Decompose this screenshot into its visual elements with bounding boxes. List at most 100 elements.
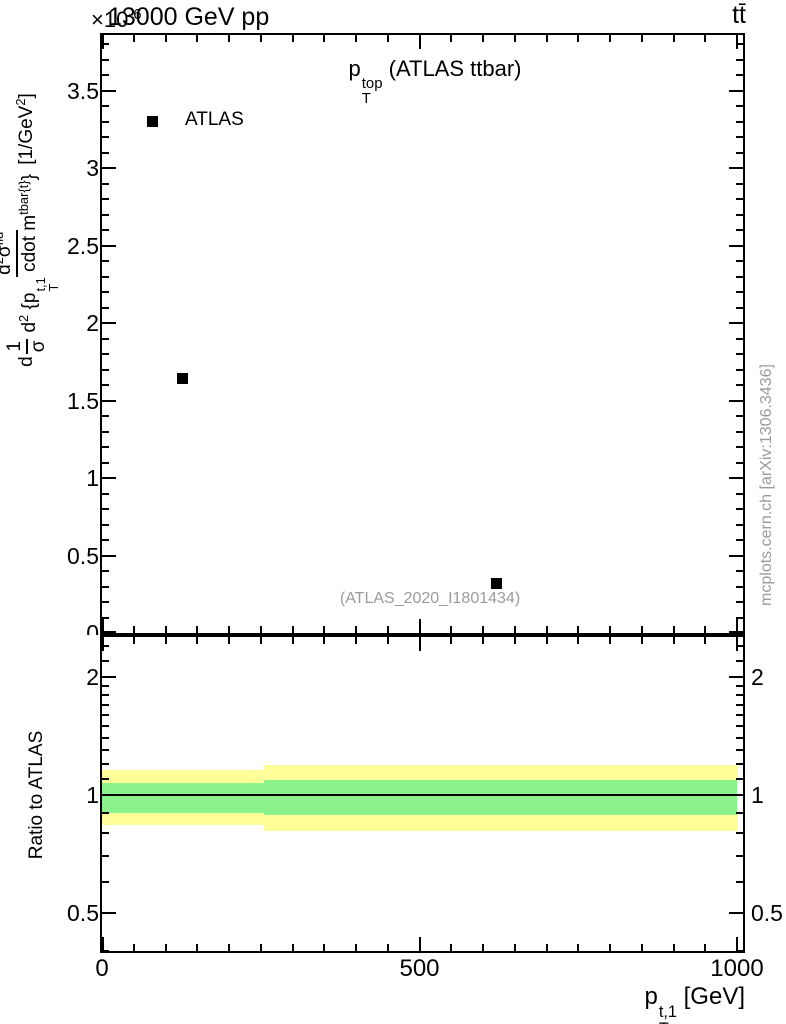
y-minor-tick: [736, 570, 743, 572]
ratio-minor-tick: [102, 777, 109, 780]
f2den-m-sup: tbar{t}: [15, 180, 31, 215]
x-minor-tick: [513, 944, 516, 951]
y-minor-tick: [102, 368, 109, 371]
x-minor-tick: [291, 944, 294, 951]
x-tick-label: 500: [399, 955, 440, 982]
ratio-ylabel-text: Ratio to ATLAS: [26, 730, 47, 860]
x-minor-tick: [609, 637, 611, 644]
y-major-tick: [729, 399, 743, 402]
x-minor-tick: [323, 637, 326, 644]
xlabel-sub: T: [659, 1020, 669, 1024]
x-tick-label: 1000: [710, 955, 764, 982]
y-tick-label: 3.5: [67, 77, 99, 104]
ratio-minor-tick: [102, 762, 109, 765]
x-minor-tick: [386, 35, 389, 42]
ratio-minor-tick: [736, 762, 743, 765]
y-tick-label: 0.5: [67, 542, 99, 569]
ylabel-frac1-den: σ: [28, 340, 49, 353]
x-major-tick: [736, 35, 738, 49]
f2num-sigma: σ: [0, 245, 15, 257]
x-minor-tick: [577, 35, 580, 42]
x-minor-tick: [450, 944, 453, 951]
title-p: p: [348, 56, 361, 81]
x-minor-tick: [164, 626, 167, 633]
x-minor-tick: [704, 637, 707, 644]
f2den-open-p: {p: [18, 292, 40, 315]
ratio-minor-tick: [102, 831, 109, 834]
ratio-tick-label-left: 0.5: [67, 900, 99, 926]
x-major-tick: [102, 937, 104, 951]
y-major-tick: [729, 554, 743, 557]
ratio-tick-label-left: 1: [86, 782, 99, 808]
y-major-tick: [729, 167, 743, 169]
ratio-minor-tick: [102, 880, 109, 883]
ratio-minor-tick: [736, 880, 743, 883]
ratio-minor-tick: [736, 777, 743, 780]
x-major-tick: [102, 619, 104, 633]
ratio-minor-tick: [736, 736, 743, 739]
title-rest: (ATLAS ttbar): [382, 56, 522, 81]
x-minor-tick: [640, 626, 643, 633]
main-y-axis-label: d1σd2σfidd2 {pt,1T cdot mtbar{t}} [1/GeV…: [0, 10, 61, 450]
x-minor-tick: [164, 35, 167, 42]
y-minor-tick: [736, 539, 743, 541]
legend-marker-square: [147, 116, 158, 127]
x-minor-tick: [132, 35, 135, 42]
x-minor-tick: [545, 35, 548, 42]
x-minor-tick: [259, 637, 262, 644]
ylabel-unit-exp: 2: [13, 98, 29, 106]
y-tick-label: 2.5: [67, 232, 99, 259]
y-minor-tick: [102, 182, 109, 185]
y-major-tick: [102, 322, 116, 324]
x-minor-tick: [132, 637, 135, 644]
ylabel-prefix: d: [16, 356, 37, 367]
y-major-tick: [102, 89, 116, 92]
y-minor-tick: [736, 275, 743, 278]
x-minor-tick: [640, 637, 643, 644]
y-tick-label: 1.5: [67, 387, 99, 414]
x-minor-tick: [386, 944, 389, 951]
x-minor-tick: [577, 626, 580, 633]
ratio-minor-tick: [102, 644, 109, 647]
x-minor-tick: [704, 944, 707, 951]
ratio-band-inner: [263, 780, 737, 815]
x-minor-tick: [609, 35, 611, 42]
x-minor-tick: [640, 35, 643, 42]
x-minor-tick: [672, 944, 675, 951]
data-point-square: [490, 577, 502, 589]
ratio-tick-label-right: 1: [751, 782, 764, 808]
process-label: tt̄: [732, 1, 746, 29]
y-minor-tick: [736, 105, 743, 107]
ylabel-units: [1/GeV2]: [13, 93, 38, 171]
ylabel-unit-open: [1/GeV: [16, 105, 38, 171]
ratio-minor-tick: [102, 949, 109, 951]
y-major-tick: [729, 244, 743, 247]
x-minor-tick: [323, 626, 326, 633]
y-major-tick: [102, 167, 116, 169]
x-minor-tick: [672, 637, 675, 644]
mcplots-arxiv-note: mcplots.cern.ch [arXiv:1306.3436]: [756, 320, 778, 650]
y-minor-tick: [736, 260, 743, 262]
x-minor-tick: [450, 637, 453, 644]
y-minor-tick: [102, 74, 109, 76]
x-minor-tick: [196, 944, 199, 951]
y-minor-tick: [736, 136, 743, 138]
y-minor-tick: [102, 229, 109, 231]
ratio-minor-tick: [736, 693, 743, 696]
ratio-y-axis-label: Ratio to ATLAS: [25, 665, 49, 925]
x-minor-tick: [196, 626, 199, 633]
x-minor-tick: [291, 626, 294, 633]
y-minor-tick: [736, 58, 743, 61]
f2num-d: d: [0, 264, 15, 275]
y-minor-tick: [736, 74, 743, 76]
x-tick-label: 0: [95, 955, 109, 982]
x-minor-tick: [228, 626, 230, 633]
x-minor-tick: [259, 944, 262, 951]
y-minor-tick: [736, 492, 743, 495]
x-minor-tick: [482, 626, 484, 633]
x-minor-tick: [386, 626, 389, 633]
ratio-minor-tick: [736, 811, 743, 814]
y-minor-tick: [102, 616, 109, 619]
y-tick-label: 1: [86, 465, 99, 491]
x-minor-tick: [704, 35, 707, 42]
